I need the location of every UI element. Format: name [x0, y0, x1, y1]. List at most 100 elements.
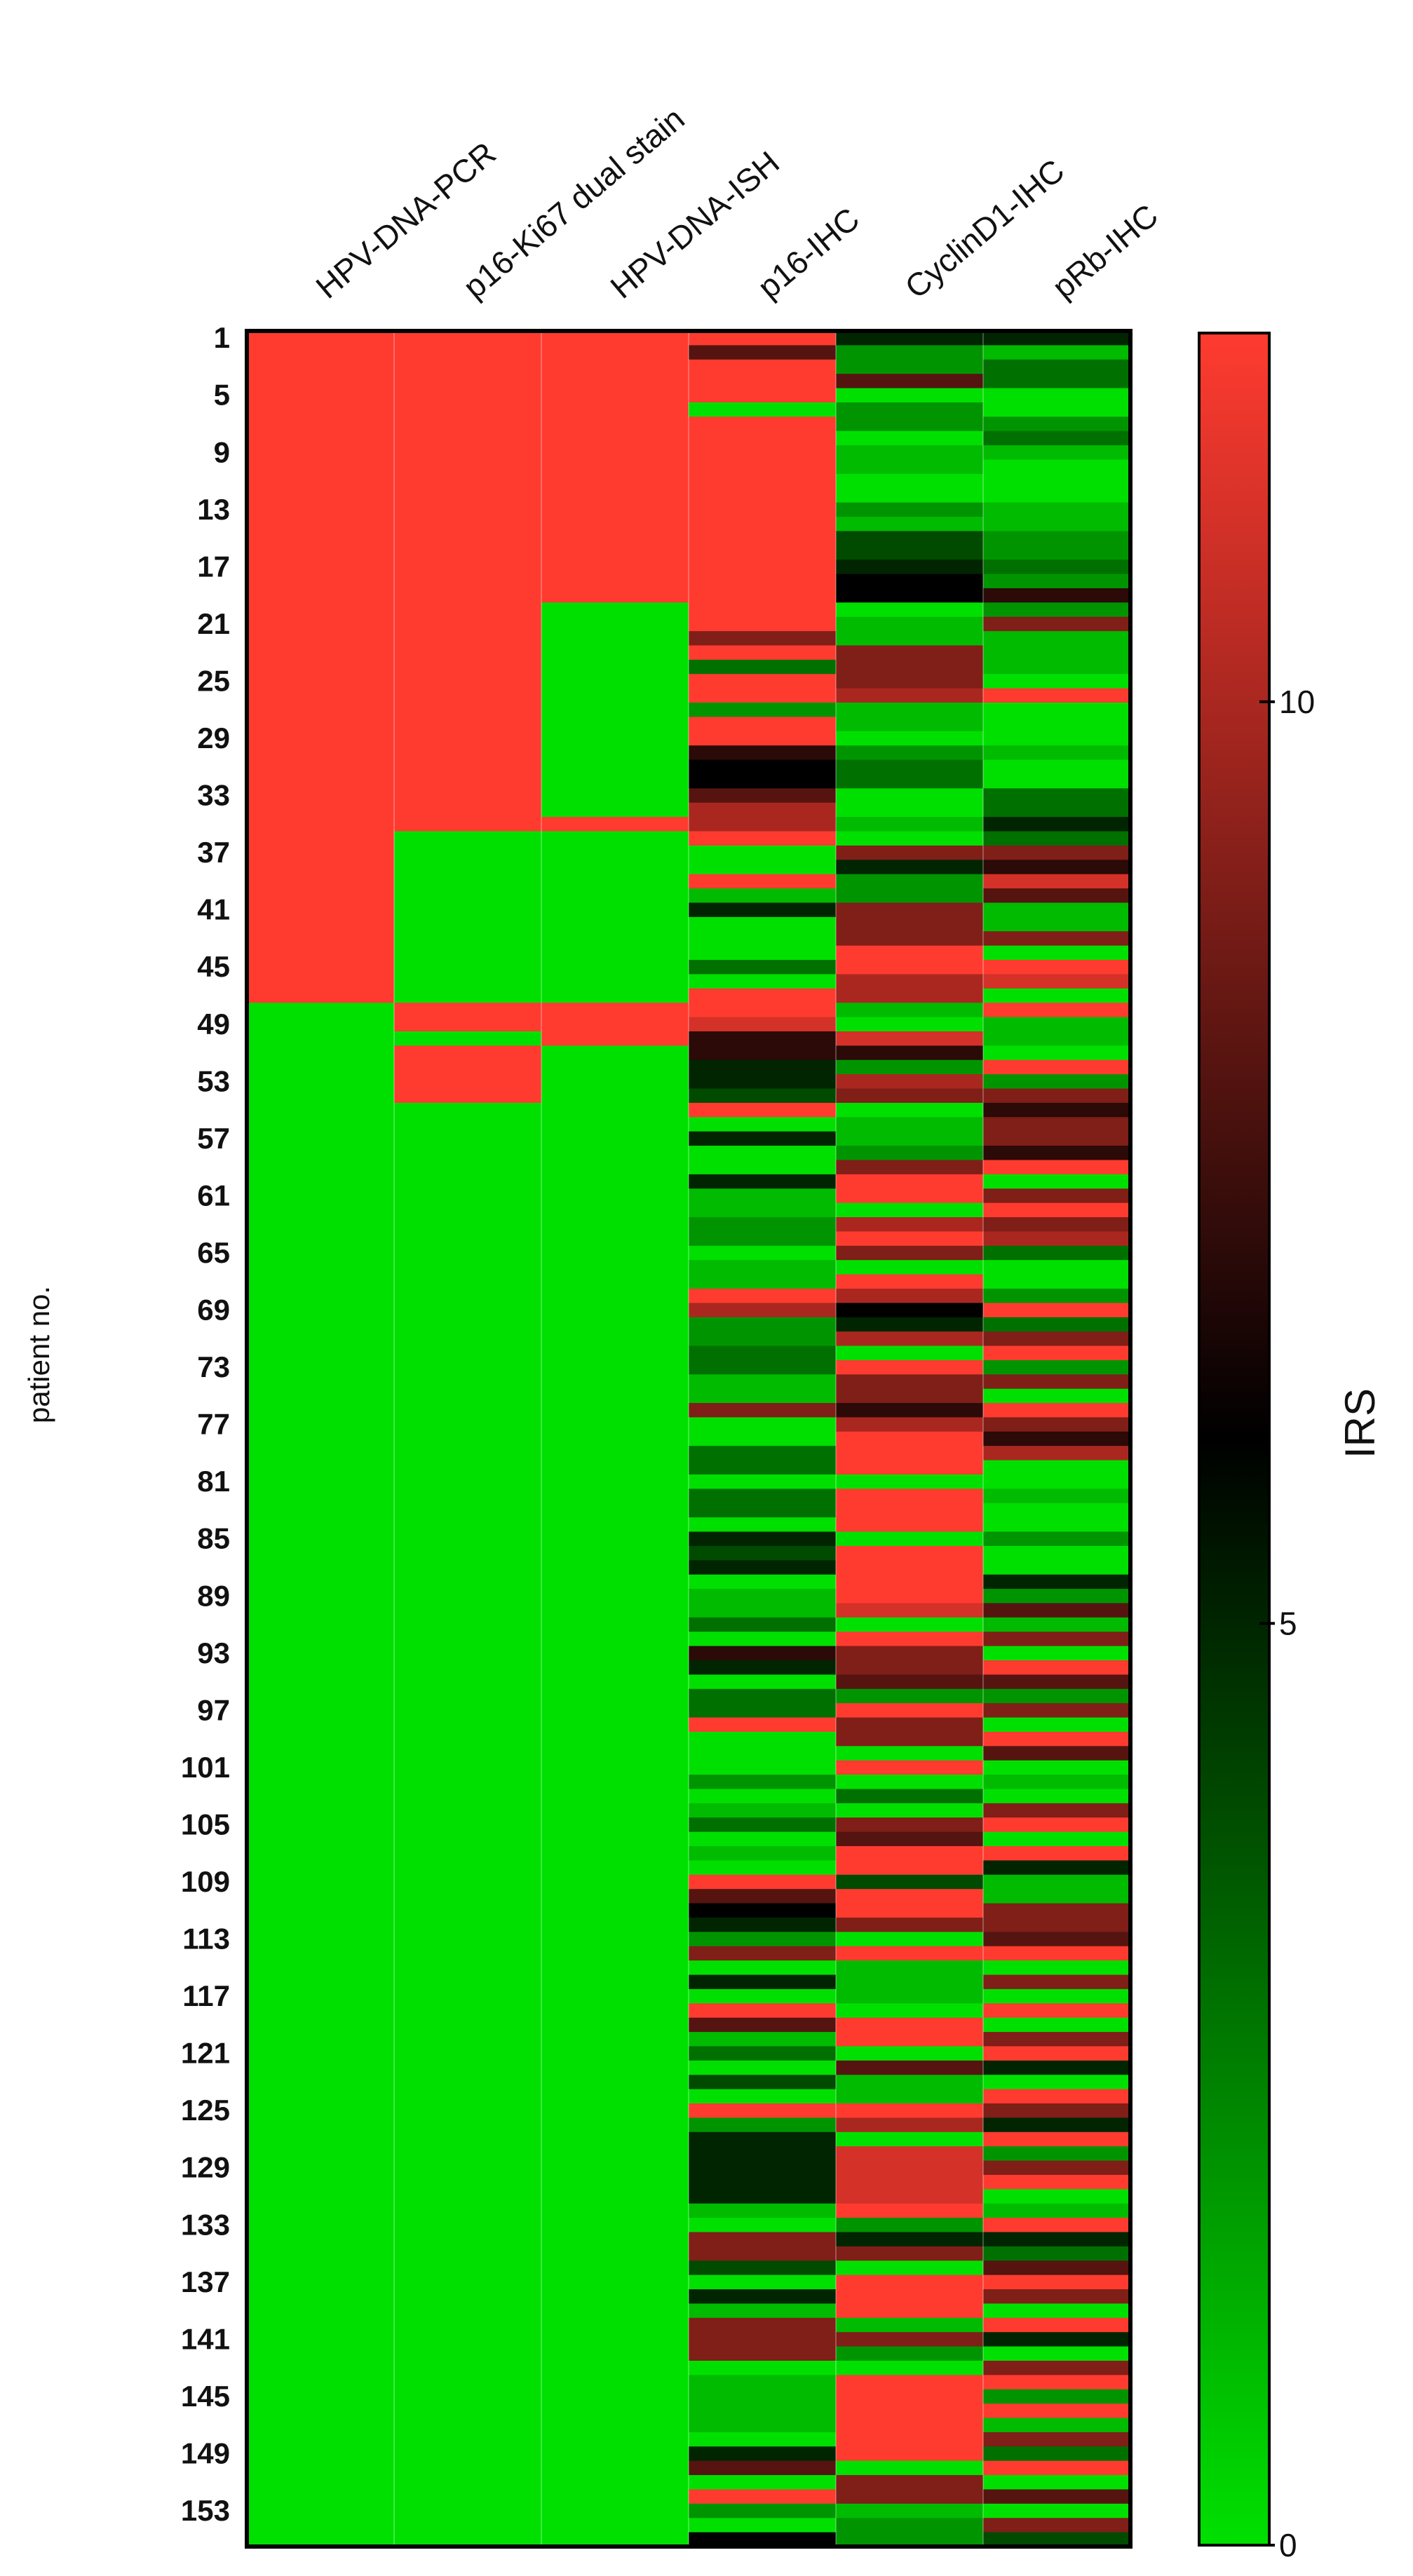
heatmap-cell-p16-ihc — [689, 1288, 836, 1303]
row-label: 149 — [181, 2437, 230, 2470]
heatmap-cell-cyclind1-ihc — [836, 1946, 983, 1961]
heatmap-cell-prb-ihc — [983, 2460, 1130, 2476]
heatmap-cell-prb-ihc — [983, 945, 1130, 961]
heatmap-cell-p16-ihc — [689, 1632, 836, 1647]
heatmap-cell-p16-ihc — [689, 1345, 836, 1375]
heatmap-cell-prb-ihc — [983, 2046, 1130, 2061]
row-labels: 1 5 9 13 17 21 25 29 33 37 41 45 49 53 57 61 65 69 73 77 81 8… — [181, 321, 230, 2527]
heatmap-cell-prb-ihc — [983, 688, 1130, 703]
heatmap-cell-p16-ihc — [689, 1446, 836, 1475]
heatmap-cell-prb-ihc — [983, 1460, 1130, 1489]
heatmap-cell-prb-ihc — [983, 1760, 1130, 1775]
heatmap-cell-prb-ihc — [983, 788, 1130, 818]
heatmap-cell-p16-ihc — [689, 802, 836, 832]
heatmap-cell-p16-ihc — [689, 331, 836, 346]
heatmap-cell-cyclind1-ihc — [836, 1789, 983, 1804]
row-label: 49 — [197, 1008, 230, 1040]
heatmap-cell-p16-ihc — [689, 1831, 836, 1847]
heatmap-cell-prb-ihc — [983, 1446, 1130, 1461]
heatmap-cell-p16-ihc — [689, 1374, 836, 1404]
heatmap-cell-cyclind1-ihc — [836, 431, 983, 446]
heatmap-cell-cyclind1-ihc — [836, 473, 983, 503]
heatmap-cell-cyclind1-ihc — [836, 902, 983, 947]
heatmap-cell-cyclind1-ihc — [836, 2246, 983, 2261]
heatmap-cell-p16-ihc — [689, 1146, 836, 1175]
heatmap-cell-cyclind1-ihc — [836, 1059, 983, 1075]
heatmap-cell-prb-ihc — [983, 2375, 1130, 2390]
heatmap-cell-prb-ihc — [983, 445, 1130, 461]
row-label: 53 — [197, 1064, 230, 1097]
heatmap-cell-cyclind1-ihc — [836, 2060, 983, 2075]
heatmap-cell-p16-ihc — [689, 1917, 836, 1932]
heatmap-cell-prb-ihc — [983, 2360, 1130, 2375]
row-label: 1 — [214, 321, 230, 354]
heatmap-cell-prb-ihc — [983, 2232, 1130, 2247]
heatmap-cell-prb-ihc — [983, 1632, 1130, 1647]
heatmap-cell-p16-ihc — [689, 2432, 836, 2447]
heatmap-cell-cyclind1-ihc — [836, 1574, 983, 1604]
heatmap-cell-hpv-dna-ish — [541, 1045, 689, 2547]
heatmap-cell-prb-ihc — [983, 502, 1130, 532]
heatmap-cell-cyclind1-ihc — [836, 1531, 983, 1547]
heatmap-cell-p16-ihc — [689, 845, 836, 875]
heatmap-cell-cyclind1-ihc — [836, 1632, 983, 1647]
heatmap-cell-p16-ihc — [689, 2289, 836, 2305]
heatmap-cell-prb-ihc — [983, 631, 1130, 674]
heatmap-cell-p16-ki67-dual-stain — [394, 1003, 541, 1032]
heatmap-cell-cyclind1-ihc — [836, 645, 983, 689]
heatmap-cell-cyclind1-ihc — [836, 2446, 983, 2462]
heatmap-cell-prb-ihc — [983, 860, 1130, 875]
row-label: 145 — [181, 2380, 230, 2413]
heatmap-cell-prb-ihc — [983, 2289, 1130, 2305]
heatmap-cell-p16-ihc — [689, 1646, 836, 1661]
heatmap-cell-prb-ihc — [983, 616, 1130, 632]
heatmap-cell-cyclind1-ihc — [836, 2017, 983, 2047]
heatmap-cell-p16-ihc — [689, 1102, 836, 1118]
heatmap-cell-prb-ihc — [983, 1545, 1130, 1575]
heatmap-cell-cyclind1-ihc — [836, 2117, 983, 2133]
heatmap-cell-prb-ihc — [983, 2117, 1130, 2133]
heatmap-cell-cyclind1-ihc — [836, 331, 983, 346]
heatmap-cell-prb-ihc — [983, 2017, 1130, 2033]
heatmap-cell-prb-ihc — [983, 1874, 1130, 1904]
heatmap-cell-p16-ihc — [689, 2075, 836, 2090]
heatmap-cell-p16-ihc — [689, 1589, 836, 1618]
column-label-cyclind1-ihc: CyclinD1-IHC — [898, 152, 1071, 306]
heatmap-cell-cyclind1-ihc — [836, 1174, 983, 1204]
heatmap-cell-prb-ihc — [983, 1489, 1130, 1504]
row-label: 137 — [181, 2265, 230, 2298]
heatmap-cell-cyclind1-ihc — [836, 1146, 983, 1161]
heatmap-cell-cyclind1-ihc — [836, 2475, 983, 2504]
heatmap-cell-cyclind1-ihc — [836, 1474, 983, 1489]
heatmap-cell-cyclind1-ihc — [836, 2518, 983, 2547]
heatmap-cell-cyclind1-ihc — [836, 2146, 983, 2204]
heatmap-cell-p16-ihc — [689, 2275, 836, 2290]
heatmap-cell-prb-ihc — [983, 2446, 1130, 2462]
heatmap-cell-p16-ihc — [689, 2003, 836, 2019]
heatmap-cell-p16-ihc — [689, 916, 836, 961]
heatmap-cell-hpv-dna-ish — [541, 602, 689, 818]
heatmap-cell-prb-ihc — [983, 745, 1130, 761]
heatmap-cell-cyclind1-ihc — [836, 2460, 983, 2476]
heatmap-cell-cyclind1-ihc — [836, 703, 983, 732]
heatmap-cell-prb-ihc — [983, 1775, 1130, 1790]
heatmap-cell-cyclind1-ihc — [836, 1431, 983, 1475]
heatmap-cell-prb-ihc — [983, 1245, 1130, 1261]
heatmap-cell-prb-ihc — [983, 1345, 1130, 1361]
heatmap-cell-prb-ihc — [983, 1660, 1130, 1675]
heatmap-cell-cyclind1-ihc — [836, 502, 983, 517]
heatmap-cell-prb-ihc — [983, 1260, 1130, 1289]
heatmap-cell-cyclind1-ihc — [836, 1489, 983, 1533]
heatmap-cell-p16-ihc — [689, 1303, 836, 1318]
heatmap-cell-p16-ihc — [689, 2103, 836, 2118]
heatmap-cell-p16-ihc — [689, 2446, 836, 2462]
heatmap-cell-prb-ihc — [983, 1589, 1130, 1604]
row-label: 121 — [181, 2037, 230, 2070]
heatmap-cell-prb-ihc — [983, 2518, 1130, 2533]
heatmap-cell-cyclind1-ihc — [836, 2103, 983, 2118]
heatmap-cell-cyclind1-ihc — [836, 616, 983, 646]
heatmap-cell-p16-ihc — [689, 1775, 836, 1790]
heatmap-cell-prb-ihc — [983, 1717, 1130, 1733]
heatmap-cell-cyclind1-ihc — [836, 2232, 983, 2247]
